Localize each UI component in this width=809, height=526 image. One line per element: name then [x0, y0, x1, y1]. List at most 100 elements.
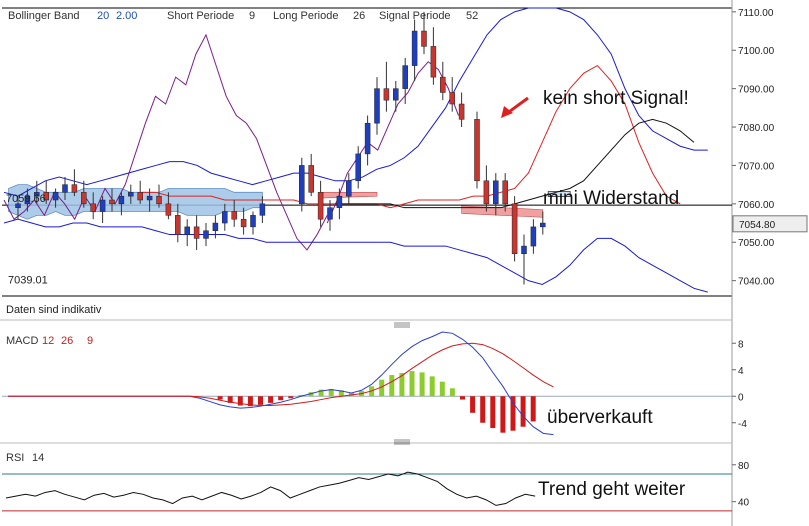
macd-histogram-bar [490, 396, 496, 429]
candle-body[interactable] [383, 88, 390, 101]
current-price-box [732, 215, 808, 233]
annotation-oversold: überverkauft [547, 407, 653, 428]
price-tick-label: 7070.00 [738, 161, 775, 172]
macd-histogram-bar [237, 396, 243, 406]
rsi-param: 14 [32, 452, 44, 464]
candle-body[interactable] [521, 245, 527, 255]
macd-histogram-bar [308, 392, 314, 397]
candle-body[interactable] [128, 192, 134, 197]
panel-splitter-handle[interactable] [394, 439, 410, 445]
candle-body[interactable] [364, 122, 371, 155]
candle-body[interactable] [203, 230, 209, 239]
candle-body[interactable] [530, 226, 537, 247]
macd-histogram-bar [389, 375, 395, 397]
price-tick-label: 7040.00 [738, 277, 775, 288]
macd-tick-label: -4 [738, 419, 747, 430]
candle-body[interactable] [81, 192, 87, 205]
arrow-head-icon [501, 106, 513, 118]
candle-body[interactable] [346, 180, 352, 197]
candle-body[interactable] [355, 153, 361, 182]
short-value: 9 [249, 10, 255, 22]
candle-body[interactable] [34, 192, 40, 197]
candle-body[interactable] [118, 195, 125, 205]
macd-histogram-bar [510, 396, 516, 431]
candle-body[interactable] [430, 46, 437, 78]
candle-body[interactable] [250, 215, 256, 228]
candle-body[interactable] [222, 211, 228, 224]
rsi-tick-label: 40 [738, 498, 750, 509]
macd-histogram-bar [480, 396, 486, 423]
candle-body[interactable] [137, 192, 143, 201]
price-tick-label: 7050.00 [738, 238, 775, 249]
macd-histogram-bar [460, 396, 465, 400]
candle-body[interactable] [165, 203, 172, 216]
macd-histogram-bar [399, 373, 405, 397]
candle-body[interactable] [502, 180, 508, 205]
candle-body[interactable] [474, 119, 480, 182]
candle-body[interactable] [483, 180, 490, 205]
candle-body[interactable] [90, 203, 96, 212]
annotation-no-short-signal: kein short Signal! [543, 88, 689, 109]
candle-body[interactable] [156, 195, 162, 205]
current-price-label: 7054.80 [739, 220, 776, 231]
candle-body[interactable] [317, 192, 324, 220]
candle-body[interactable] [540, 222, 546, 228]
candle-body[interactable] [259, 203, 266, 216]
candle-body[interactable] [24, 195, 31, 205]
candle-body[interactable] [511, 203, 518, 255]
level-label-lower: 7039.01 [8, 274, 48, 286]
macd-histogram-bar [328, 388, 334, 397]
candle-body[interactable] [299, 165, 305, 205]
bollinger-lower-band [3, 218, 708, 293]
macd-param-2: 26 [61, 335, 73, 347]
signal-value: 52 [466, 10, 478, 22]
macd-tick-label: 0 [738, 392, 744, 403]
bb-label: Bollinger Band [8, 10, 80, 22]
candle-body[interactable] [193, 226, 200, 239]
macd-signal-line [8, 342, 554, 407]
candle-body[interactable] [393, 88, 399, 101]
macd-tick-label: 4 [738, 366, 744, 377]
candle-body[interactable] [109, 199, 115, 205]
macd-line [8, 331, 554, 436]
candle-body[interactable] [327, 207, 333, 220]
macd-histogram-bar [278, 396, 284, 401]
candle-body[interactable] [184, 226, 190, 235]
candle-body[interactable] [449, 92, 455, 105]
macd-histogram-bar [247, 396, 253, 407]
macd-histogram-bar [530, 396, 536, 422]
macd-histogram-bar [429, 376, 435, 397]
macd-histogram-bar [520, 396, 526, 427]
candle-body[interactable] [71, 184, 78, 193]
candle-body[interactable] [52, 192, 59, 201]
candle-body[interactable] [15, 203, 21, 208]
candle-body[interactable] [411, 30, 418, 66]
macd-histogram-bar [439, 381, 445, 397]
candle-body[interactable] [43, 192, 49, 201]
candle-body[interactable] [212, 222, 219, 231]
macd-tick-label: 8 [738, 339, 744, 350]
macd-histogram-bar [268, 396, 274, 403]
long-label: Long Periode [273, 10, 338, 22]
candle-body[interactable] [493, 180, 499, 205]
panel-splitter-handle[interactable] [394, 322, 410, 328]
candle-body[interactable] [440, 76, 446, 93]
price-tick-label: 7110.00 [738, 8, 774, 19]
macd-histogram-bar [298, 394, 304, 397]
candle-body[interactable] [336, 195, 343, 208]
candle-body[interactable] [62, 184, 68, 193]
macd-label: MACD [6, 335, 38, 347]
candle-body[interactable] [231, 211, 237, 220]
candle-body[interactable] [99, 199, 106, 212]
rsi-line [5, 471, 536, 506]
candle-body[interactable] [240, 218, 247, 228]
candle-body[interactable] [146, 195, 153, 201]
candle-body[interactable] [308, 165, 314, 193]
candle-body[interactable] [402, 65, 408, 89]
candle-body[interactable] [374, 88, 380, 124]
overlay-oscillator-line [3, 33, 328, 251]
candle-body[interactable] [421, 30, 427, 47]
candle-body[interactable] [458, 103, 465, 120]
candle-body[interactable] [175, 215, 181, 235]
